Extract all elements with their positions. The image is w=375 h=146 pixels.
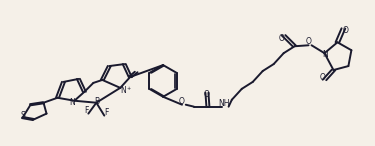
Text: +: + bbox=[126, 86, 130, 91]
Text: O: O bbox=[279, 34, 285, 43]
Text: S: S bbox=[20, 111, 25, 120]
Text: F: F bbox=[84, 106, 89, 115]
Text: N: N bbox=[120, 86, 126, 94]
Text: O: O bbox=[179, 97, 185, 106]
Text: N: N bbox=[69, 98, 75, 107]
Text: NH: NH bbox=[218, 99, 229, 108]
Text: N: N bbox=[323, 50, 328, 59]
Text: B: B bbox=[94, 97, 99, 106]
Text: O: O bbox=[306, 37, 312, 46]
Text: O: O bbox=[342, 26, 348, 35]
Text: O: O bbox=[204, 91, 210, 99]
Text: F: F bbox=[104, 108, 108, 117]
Text: O: O bbox=[320, 73, 326, 82]
